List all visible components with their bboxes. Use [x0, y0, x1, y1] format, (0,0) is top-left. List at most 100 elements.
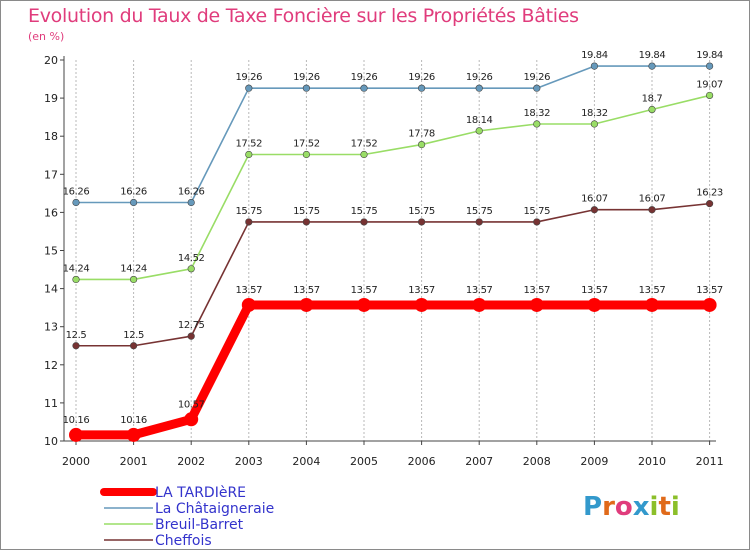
data-point-la-tardiere-2003 [241, 297, 256, 312]
logo-letter: r [602, 492, 615, 522]
data-point-breuil-barret-2000 [72, 275, 80, 284]
data-point-la-chataigneraie-2008 [533, 84, 541, 92]
y-tick-label-12: 12 [44, 359, 58, 372]
data-point-la-tardiere-2007 [472, 297, 487, 312]
data-label-la-tardiere-2003: 13.57 [235, 285, 262, 296]
data-point-la-chataigneraie-2005 [360, 84, 368, 92]
data-label-la-tardiere-2009: 13.57 [581, 285, 608, 296]
data-label-breuil-barret-2007: 18.14 [466, 115, 493, 126]
data-label-cheffois-2003: 15.75 [235, 206, 262, 217]
data-label-cheffois-2011: 16.23 [696, 188, 723, 199]
data-point-la-chataigneraie-2011 [705, 62, 714, 70]
data-label-la-chataigneraie-2007: 19.26 [466, 72, 493, 83]
data-point-cheffois-2011 [705, 200, 714, 208]
series-line-la-tardiere [71, 300, 715, 440]
data-point-breuil-barret-2002 [187, 265, 195, 273]
data-label-la-chataigneraie-2004: 19.26 [293, 72, 320, 83]
data-point-breuil-barret-2006 [418, 140, 426, 149]
x-tick-label-2006: 2006 [408, 455, 436, 468]
data-label-cheffois-2006: 15.75 [408, 206, 435, 217]
data-point-la-tardiere-2004 [299, 297, 314, 312]
data-label-breuil-barret-2010: 18.7 [642, 94, 663, 105]
data-point-cheffois-2002 [187, 332, 195, 340]
logo-letter: t [658, 492, 670, 522]
series-la-chataigneraie [72, 62, 714, 207]
legend-label-la-chataigneraie: La Châtaigneraie [155, 501, 274, 517]
y-tick-label-16: 16 [44, 206, 58, 219]
x-tick-label-2008: 2008 [523, 455, 551, 468]
proxiti-logo: Proxiti [583, 492, 680, 522]
data-label-la-tardiere-2011: 13.57 [696, 285, 723, 296]
data-label-la-tardiere-2000: 10.16 [63, 415, 90, 426]
series [69, 62, 717, 442]
data-label-breuil-barret-2011: 19.07 [696, 79, 723, 90]
x-tick-label-2004: 2004 [292, 455, 320, 468]
data-point-breuil-barret-2010 [648, 105, 656, 114]
data-label-la-tardiere-2010: 13.57 [639, 285, 666, 296]
data-label-la-tardiere-2004: 13.57 [293, 285, 320, 296]
data-label-breuil-barret-2003: 17.52 [235, 138, 262, 149]
data-point-breuil-barret-2011 [705, 91, 714, 100]
y-tick-label-13: 13 [44, 321, 58, 334]
data-point-breuil-barret-2003 [245, 150, 253, 159]
data-point-cheffois-2000 [72, 342, 80, 350]
data-point-la-chataigneraie-2003 [245, 84, 253, 92]
data-label-cheffois-2007: 15.75 [466, 206, 493, 217]
data-point-cheffois-2006 [418, 218, 426, 226]
data-label-breuil-barret-2005: 17.52 [351, 138, 378, 149]
legend-label-breuil-barret: Breuil-Barret [155, 517, 244, 533]
data-label-la-chataigneraie-2010: 19.84 [639, 50, 666, 61]
logo-letter: P [583, 492, 602, 522]
data-point-cheffois-2004 [302, 218, 311, 226]
data-point-la-tardiere-2001 [126, 427, 141, 442]
data-point-la-tardiere-2009 [587, 297, 602, 312]
series-la-tardiere [69, 297, 717, 442]
y-tick-label-20: 20 [44, 54, 58, 67]
data-label-la-tardiere-2006: 13.57 [408, 285, 435, 296]
data-point-la-tardiere-2000 [69, 427, 83, 442]
y-tick-label-17: 17 [44, 168, 58, 181]
x-tick-label-2010: 2010 [638, 455, 666, 468]
data-label-cheffois-2000: 12.5 [66, 330, 87, 341]
y-tick-label-11: 11 [44, 397, 58, 410]
data-label-la-tardiere-2002: 10.57 [178, 399, 205, 410]
data-label-la-chataigneraie-2008: 19.26 [523, 72, 550, 83]
data-point-cheffois-2009 [590, 206, 599, 214]
data-point-cheffois-2008 [533, 218, 541, 226]
data-label-la-chataigneraie-2009: 19.84 [581, 50, 608, 61]
data-point-la-chataigneraie-2007 [475, 84, 483, 92]
grid [75, 60, 711, 441]
data-labels: 16.26 16.26 16.26 19.26 19.26 19.26 19.26 19.26… [63, 50, 724, 426]
x-tick-label-2011: 2011 [696, 455, 724, 468]
data-point-la-chataigneraie-2009 [590, 62, 599, 70]
logo-letter: o [615, 492, 633, 522]
data-point-cheffois-2003 [245, 218, 253, 226]
y-tick-label-14: 14 [44, 283, 58, 296]
data-point-la-chataigneraie-2010 [648, 62, 656, 70]
data-label-la-chataigneraie-2001: 16.26 [120, 186, 147, 197]
logo-letter: i [650, 492, 659, 522]
logo-letter: x [633, 492, 650, 522]
data-point-la-chataigneraie-2002 [187, 198, 195, 207]
data-label-la-chataigneraie-2000: 16.26 [63, 186, 90, 197]
data-label-cheffois-2005: 15.75 [351, 206, 378, 217]
data-point-la-chataigneraie-2004 [302, 84, 311, 92]
data-point-cheffois-2001 [130, 342, 138, 350]
data-label-la-tardiere-2007: 13.57 [466, 285, 493, 296]
data-label-la-chataigneraie-2002: 16.26 [178, 186, 205, 197]
data-label-cheffois-2001: 12.5 [123, 330, 144, 341]
data-point-breuil-barret-2004 [302, 150, 311, 159]
x-tick-label-2005: 2005 [350, 455, 378, 468]
legend-label-cheffois: Cheffois [155, 533, 212, 549]
x-tick-labels: 2000 2001 2002 2003 2004 2005 2006 2007 2008 2009… [62, 441, 724, 468]
y-tick-label-10: 10 [44, 435, 58, 448]
data-label-la-chataigneraie-2011: 19.84 [696, 50, 723, 61]
data-point-breuil-barret-2001 [130, 275, 138, 284]
data-point-la-chataigneraie-2000 [72, 198, 80, 207]
x-tick-label-2003: 2003 [235, 455, 263, 468]
data-label-la-chataigneraie-2003: 19.26 [235, 72, 262, 83]
